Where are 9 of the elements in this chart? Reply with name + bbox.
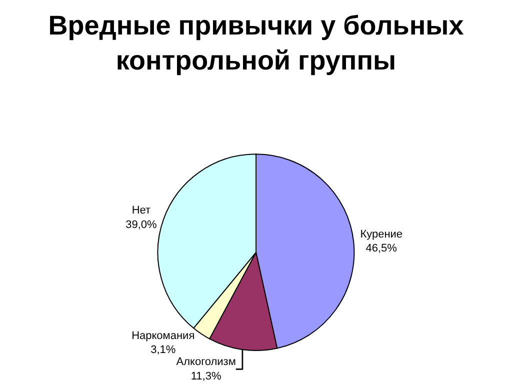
- slice-label: Наркомания: [132, 330, 195, 342]
- data-label: 3,1%: [150, 344, 176, 356]
- chart-title: Вредные привычки у больных контрольной группы: [48, 10, 464, 76]
- data-label: 39,0%: [126, 218, 158, 231]
- slice-label: Алкоголизм: [176, 356, 236, 368]
- slice-label: Курение: [360, 228, 403, 240]
- data-label: 11,3%: [190, 370, 222, 382]
- slice-label: Нет: [132, 204, 151, 217]
- data-label: 46,5%: [366, 242, 398, 255]
